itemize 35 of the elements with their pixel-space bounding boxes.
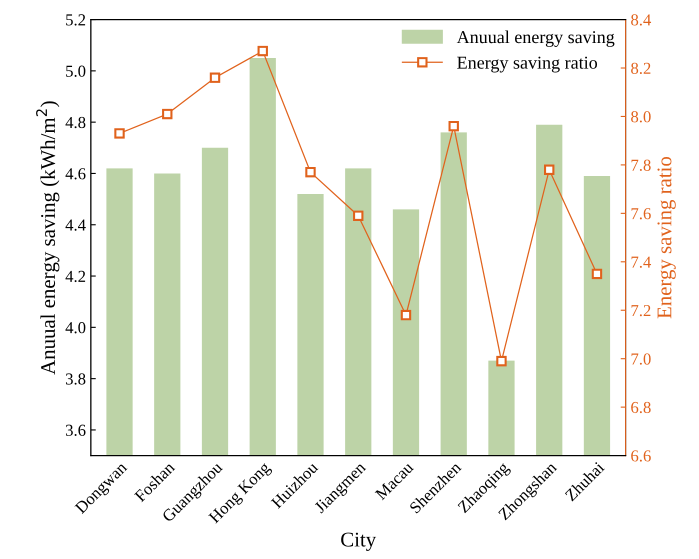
point — [353, 210, 364, 221]
y-tick-label: 4.0 — [66, 322, 86, 334]
point — [544, 164, 554, 175]
point — [210, 72, 220, 83]
point — [400, 310, 412, 320]
legend-label: Energy saving ratio — [457, 56, 598, 72]
x-axis-title: City — [341, 532, 376, 551]
y-tick-label: 4.8 — [66, 116, 86, 128]
y-tick-label: 4.6 — [66, 168, 86, 180]
point — [592, 268, 602, 280]
y2-axis-title: Energy saving ratio — [657, 156, 676, 318]
y2-tick-label: 8.0 — [631, 111, 651, 122]
y2-tick-label: 7.4 — [632, 256, 652, 268]
point — [305, 166, 316, 178]
point — [114, 128, 125, 139]
y2-tick-label: 6.8 — [631, 402, 651, 414]
y-tick-label: 3.8 — [66, 373, 86, 385]
y2-tick-label: 8.2 — [631, 62, 650, 74]
y-tick-label: 5.2 — [66, 14, 86, 26]
y2-tick-label: 7.6 — [632, 208, 651, 220]
y2-tick-label: 7.8 — [632, 160, 651, 171]
y2-tick-label: 8.4 — [631, 14, 652, 26]
point — [258, 46, 268, 56]
y2-tick-label: 7.0 — [632, 353, 651, 365]
y-tick-label: 3.6 — [66, 424, 86, 436]
point — [162, 108, 172, 120]
point — [448, 120, 459, 132]
y2-tick-label: 6.6 — [631, 450, 651, 462]
y-tick-label: 5.0 — [66, 66, 86, 77]
legend-label: Anuual energy saving — [456, 30, 614, 47]
point — [496, 356, 507, 366]
y-tick-label: 4.4 — [66, 220, 86, 231]
y-axis-title: Anuual energy saving (kWh/m$^{2}$) — [36, 101, 60, 375]
y-tick-label: 4.2 — [66, 270, 86, 282]
y2-tick-label: 7.2 — [632, 304, 650, 316]
